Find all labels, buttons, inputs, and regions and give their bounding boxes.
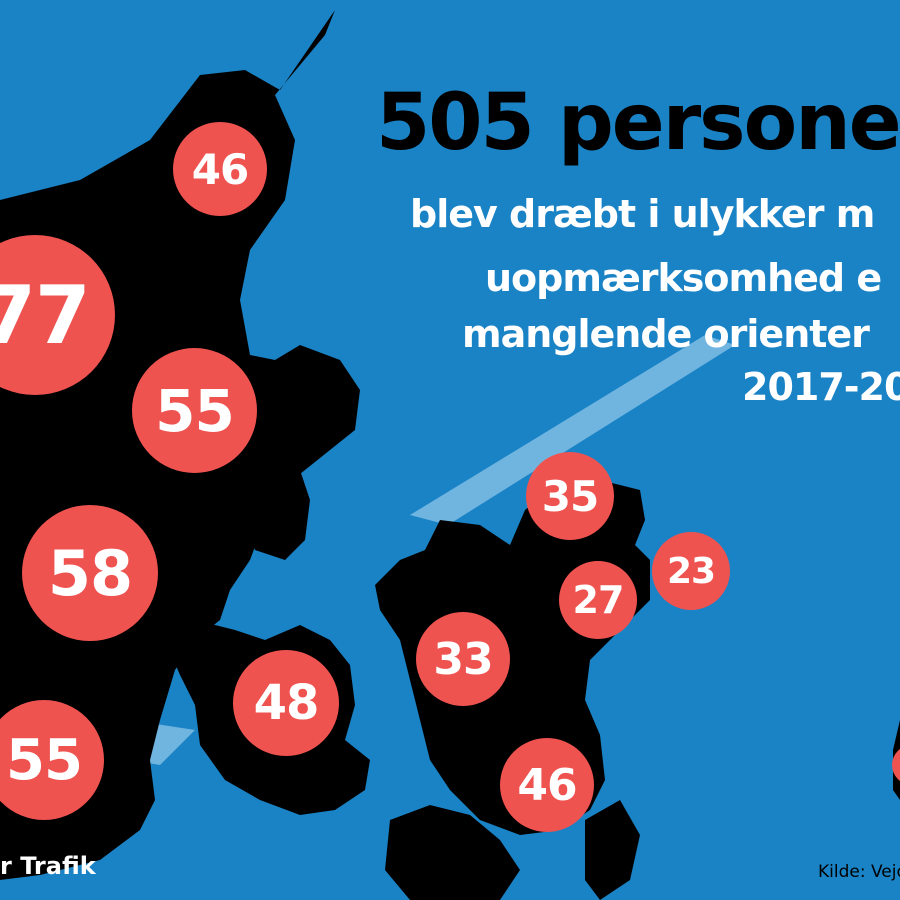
source-note: Kilde: Vejd: [818, 862, 900, 882]
headline-subtitle-line-4: 2017-20: [742, 365, 900, 409]
region-badge-north-zealand: 35: [526, 452, 614, 540]
falster-land: [585, 800, 640, 900]
lolland-land: [385, 805, 520, 900]
region-badge-copenhagen-area: 27: [559, 561, 637, 639]
zoom-strip-north: [410, 335, 735, 525]
bornholm-badge-partial: [892, 749, 900, 781]
headline-subtitle-line-1: blev dræbt i ulykker m: [410, 192, 875, 236]
brand-logo-text: r Trafik: [0, 852, 96, 880]
small-island: [240, 470, 310, 560]
headline-subtitle-line-2: uopmærksomhed e: [485, 256, 882, 300]
region-badge-north-jutland: 46: [173, 122, 267, 216]
region-badge-copenhagen-city: 23: [652, 532, 730, 610]
region-badge-south-jutland: 55: [0, 700, 104, 820]
region-badge-south-zealand: 46: [500, 738, 594, 832]
region-badge-central-jutland: 58: [22, 505, 158, 641]
region-badge-east-jutland: 55: [132, 348, 257, 473]
region-badge-funen: 48: [233, 650, 339, 756]
headline-subtitle-line-3: manglende orienter: [462, 312, 870, 356]
region-badge-west-zealand: 33: [416, 612, 510, 706]
headline-title: 505 persone: [376, 78, 900, 168]
